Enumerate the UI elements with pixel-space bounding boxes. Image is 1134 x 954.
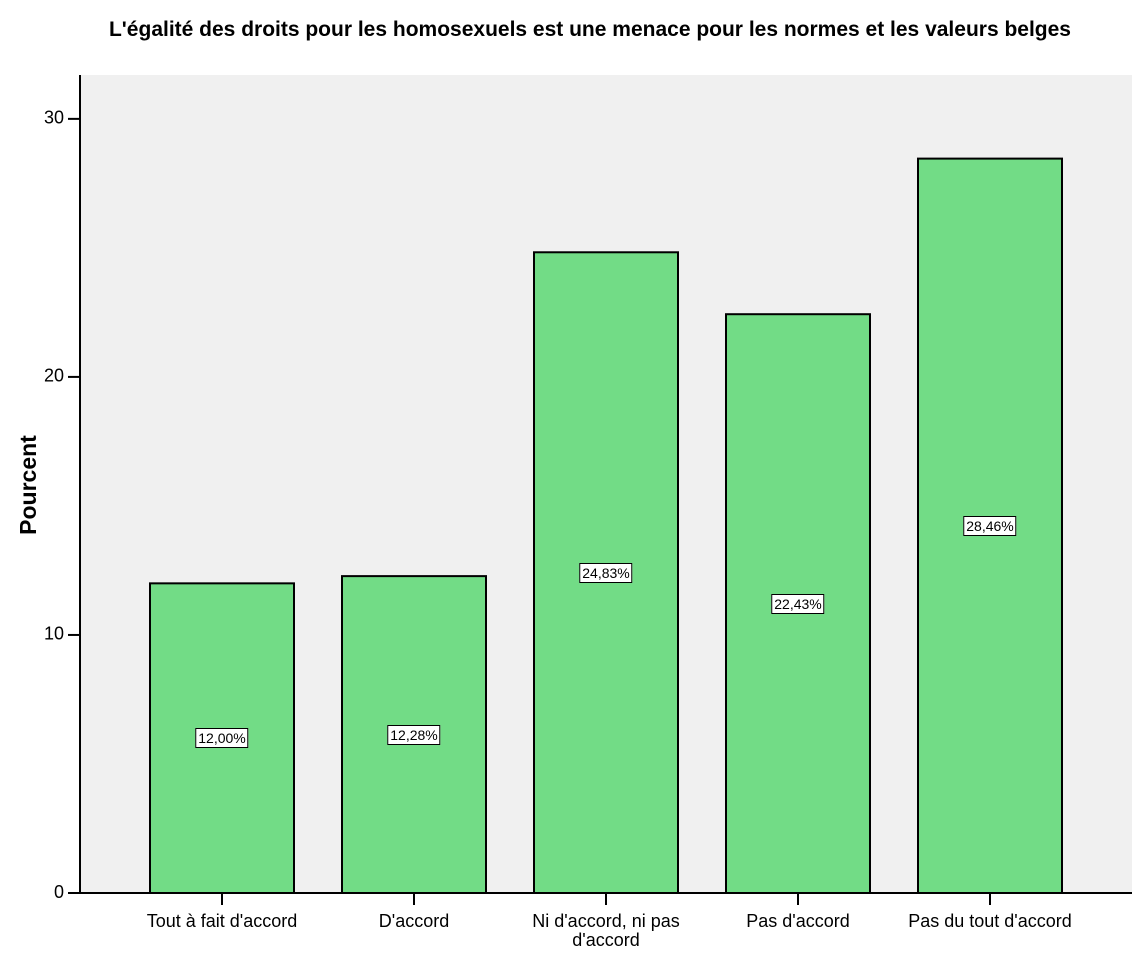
x-tick-label: D'accord	[378, 911, 450, 931]
x-tick-label: Pas du tout d'accord	[908, 911, 1072, 931]
value-label: 12,28%	[387, 724, 441, 745]
y-tick-label: 10	[44, 624, 64, 644]
y-tick-label: 30	[44, 108, 64, 128]
value-label: 22,43%	[771, 593, 825, 614]
value-label: 12,00%	[195, 728, 249, 749]
x-tick-label: Ni d'accord, ni pas d'accord	[532, 911, 680, 950]
value-label: 24,83%	[579, 562, 633, 583]
x-tick-label: Tout à fait d'accord	[146, 911, 298, 931]
chart-title: L'égalité des droits pour les homosexuel…	[108, 18, 1071, 41]
y-tick-label: 20	[44, 366, 64, 386]
y-tick-label: 0	[54, 882, 64, 902]
y-axis-label: Pourcent	[15, 435, 41, 535]
x-tick-label: Pas d'accord	[746, 911, 850, 931]
value-label: 28,46%	[963, 515, 1017, 536]
